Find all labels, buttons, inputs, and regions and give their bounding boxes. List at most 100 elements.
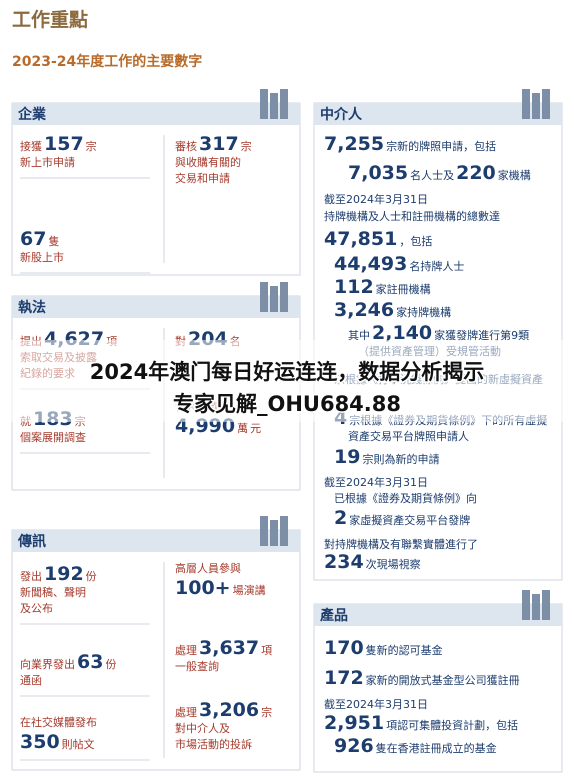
stat-line: 350 則帖文 <box>20 731 95 753</box>
stat-line: 市場活動的投訴 <box>175 737 252 751</box>
stat-line: 7,255 宗新的牌照申請，包括 <box>324 133 496 155</box>
stat-line: 交易和申請 <box>175 171 230 185</box>
stat-text: 其中 <box>348 329 370 342</box>
section-box <box>11 102 301 276</box>
stat-line: 截至2024年3月31日 <box>324 192 428 206</box>
stat-text: 處理 <box>175 643 197 657</box>
stat-text: 宗 <box>86 139 97 153</box>
section-header <box>12 530 300 552</box>
stat-line: 44,493 名持牌人士 <box>334 253 464 275</box>
stat-text: 及公布 <box>20 602 53 615</box>
stat-text: 個案展開調查 <box>20 430 86 444</box>
stat-text: 家註冊機構 <box>376 282 431 296</box>
stat-line: 7,035 名人士及 220 家機構 <box>348 162 531 184</box>
section-header <box>12 296 300 318</box>
stat-number: 7,035 <box>348 162 408 184</box>
stat-number: 7,255 <box>324 133 384 155</box>
stat-text: 名持牌人士 <box>409 259 464 273</box>
section-icon <box>280 516 288 546</box>
stat-line: 高層人員參與 <box>175 561 241 575</box>
section-title: 企業 <box>17 106 47 123</box>
stat-line: 已根據《證券及期貨條例》向 <box>334 491 477 505</box>
stat-text: 市場活動的投訴 <box>175 737 252 751</box>
stat-line: 處理 3,637 項 <box>175 637 272 659</box>
stat-number: 220 <box>456 162 496 184</box>
stat-text: 交易和申請 <box>175 171 230 185</box>
stat-line: 新股上市 <box>20 250 64 264</box>
stat-text: 萬 <box>237 422 248 435</box>
stat-line: 2,951 項認可集體投資計劃，包括 <box>324 712 518 734</box>
section-title: 傳訊 <box>17 533 46 550</box>
stat-number: 192 <box>44 563 84 585</box>
stat-text: 家獲發牌進行第9類 <box>434 328 529 342</box>
stat-number: 157 <box>44 133 84 155</box>
stat-text: 名人士及 <box>410 168 454 182</box>
stat-line: 67 隻 <box>20 228 59 250</box>
section-icon <box>532 594 540 620</box>
section-icon <box>522 89 530 119</box>
overlay-band <box>0 340 574 422</box>
stat-text: 通函 <box>20 674 42 687</box>
stat-number: 19 <box>334 446 360 468</box>
stat-line: 19 宗則為新的申請 <box>334 446 439 468</box>
stat-line: 發出 192 份 <box>20 563 97 585</box>
stat-text: ，包括 <box>399 234 432 248</box>
stat-line: 截至2024年3月31日 <box>324 475 428 489</box>
stat-text: 隻 <box>48 234 59 248</box>
stat-number: 3,246 <box>334 299 394 321</box>
stat-number: 926 <box>334 735 374 757</box>
section-icon <box>270 93 278 119</box>
stat-text: 截至2024年3月31日 <box>324 697 428 711</box>
stat-text: 截至2024年3月31日 <box>324 475 428 489</box>
stat-line: 100+ 場演講 <box>175 577 266 599</box>
stat-text: 次現場視察 <box>366 557 421 571</box>
stat-number: 2,951 <box>324 712 384 734</box>
section-title: 產品 <box>319 607 348 624</box>
stat-text: 宗則為新的申請 <box>362 452 439 466</box>
stat-number: 44,493 <box>334 253 407 275</box>
section-title: 中介人 <box>320 106 363 123</box>
stat-text: 資產交易平台牌照申請人 <box>348 429 469 443</box>
stat-number: 47,851 <box>324 228 397 250</box>
stat-text: 家新的開放式基金型公司獲註冊 <box>366 673 520 687</box>
page-title: 工作重點 <box>12 8 88 31</box>
stat-number: 317 <box>199 133 239 155</box>
stat-text: 接獲 <box>20 140 42 153</box>
stat-line: 47,851 ，包括 <box>324 228 432 250</box>
stat-text: 新聞稿、聲明 <box>20 585 86 599</box>
stat-text: 處理 <box>175 705 197 719</box>
stat-text: 家虛擬資產交易平台發牌 <box>349 513 470 527</box>
stat-number: 170 <box>324 637 364 659</box>
section-icon <box>542 590 550 620</box>
stat-text: 則帖文 <box>62 737 95 751</box>
stat-text: 元 <box>250 422 261 435</box>
stat-number: 172 <box>324 667 364 689</box>
stat-text: 隻新的認可基金 <box>366 643 443 657</box>
stat-line: 新上市申請 <box>20 155 75 169</box>
stat-line: 在社交媒體發布 <box>20 715 97 729</box>
section-icon <box>260 516 268 546</box>
section-icon <box>280 89 288 119</box>
stat-number: 112 <box>334 276 374 298</box>
stat-text: 一般查詢 <box>175 659 219 673</box>
stat-line: 向業界發出 63 份 <box>20 651 116 673</box>
section-icon <box>532 93 540 119</box>
stat-line: 3,246 家持牌機構 <box>334 299 451 321</box>
stat-line: 一般查詢 <box>175 659 219 673</box>
overlay-text: 2024年澳门每日好运连连，数据分析揭示 <box>90 360 484 384</box>
stat-number: 350 <box>20 731 60 753</box>
stat-text: 發出 <box>20 569 42 583</box>
stat-text: 宗新的牌照申請，包括 <box>386 139 496 153</box>
stat-text: 已根據《證券及期貨條例》向 <box>334 491 477 505</box>
stat-text: 高層人員參與 <box>175 561 241 575</box>
stat-number: 2,140 <box>372 322 432 344</box>
stat-line: 其中 2,140 家獲發牌進行第9類 <box>348 322 529 344</box>
stat-text: 家持牌機構 <box>396 305 451 319</box>
stat-line: 172 家新的開放式基金型公司獲註冊 <box>324 667 520 689</box>
stat-text: 宗 <box>241 139 252 153</box>
stat-line: 個案展開調查 <box>20 430 86 444</box>
section-header <box>314 103 562 125</box>
stat-text: 家機構 <box>498 168 531 182</box>
